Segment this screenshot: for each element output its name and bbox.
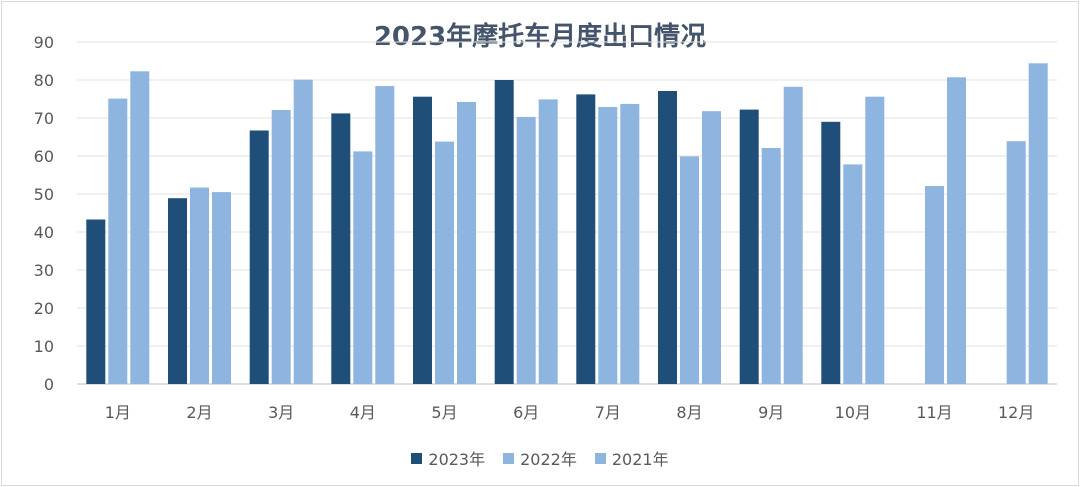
x-tick-label: 5月 bbox=[431, 403, 457, 422]
x-tick-label: 10月 bbox=[835, 403, 871, 422]
legend: 2023年 2022年 2021年 bbox=[0, 446, 1080, 470]
bar-2023年-5月 bbox=[413, 96, 432, 384]
legend-swatch bbox=[594, 452, 606, 464]
bar-2022年-9月 bbox=[761, 148, 781, 384]
bar-2022年-3月 bbox=[271, 110, 291, 384]
bar-2023年-8月 bbox=[658, 91, 677, 384]
x-axis-ticks: 1月 2月 3月 4月 5月 6月 7月 8月 9月 10月 11月 12月 bbox=[105, 403, 1035, 422]
y-tick-label: 60 bbox=[34, 147, 54, 166]
y-tick-label: 0 bbox=[44, 375, 54, 394]
y-tick-label: 80 bbox=[34, 71, 54, 90]
bar-2022年-5月 bbox=[435, 141, 454, 384]
x-tick-label: 2月 bbox=[186, 403, 212, 422]
bar-2021年-10月 bbox=[865, 96, 885, 384]
bar-2022年-4月 bbox=[353, 151, 373, 384]
bar-2021年-3月 bbox=[293, 79, 313, 384]
bar-2021年-12月 bbox=[1028, 63, 1048, 385]
gridlines bbox=[77, 41, 1057, 385]
x-tick-label: 7月 bbox=[595, 403, 621, 422]
legend-label: 2023年 bbox=[428, 450, 486, 469]
y-tick-label: 20 bbox=[34, 299, 54, 318]
legend-swatch bbox=[411, 452, 423, 464]
bar-2022年-10月 bbox=[843, 164, 863, 384]
bar-2022年-1月 bbox=[108, 98, 128, 384]
x-tick-label: 4月 bbox=[350, 403, 376, 422]
x-tick-label: 1月 bbox=[105, 403, 131, 422]
bar-2021年-8月 bbox=[702, 111, 721, 384]
bar-2021年-5月 bbox=[457, 102, 476, 384]
bar-2023年-1月 bbox=[86, 219, 106, 384]
bar-2023年-7月 bbox=[576, 94, 596, 385]
legend-label: 2022年 bbox=[520, 450, 577, 469]
legend-swatch bbox=[503, 452, 515, 464]
bar-2022年-2月 bbox=[190, 187, 209, 384]
y-tick-label: 30 bbox=[34, 261, 54, 280]
chart-title: 2023年摩托车月度出口情况 bbox=[373, 22, 707, 52]
x-tick-label: 12月 bbox=[998, 403, 1034, 422]
x-tick-label: 8月 bbox=[676, 403, 702, 422]
y-tick-label: 50 bbox=[34, 185, 54, 204]
bar-2021年-1月 bbox=[130, 71, 150, 385]
bar-2021年-6月 bbox=[538, 99, 558, 385]
y-axis-ticks: 0 10 20 30 40 50 60 70 80 90 bbox=[34, 33, 54, 394]
bar-2021年-9月 bbox=[783, 86, 803, 385]
x-tick-label: 9月 bbox=[758, 403, 784, 422]
y-tick-label: 10 bbox=[34, 337, 54, 356]
bar-2021年-4月 bbox=[375, 86, 395, 384]
bar-2023年-6月 bbox=[494, 80, 514, 384]
legend-item: 2022年 bbox=[503, 446, 577, 470]
bar-2021年-7月 bbox=[620, 103, 640, 385]
bar-2023年-9月 bbox=[739, 109, 759, 384]
y-tick-label: 90 bbox=[34, 33, 54, 52]
bar-2022年-7月 bbox=[598, 107, 618, 384]
bar-2022年-12月 bbox=[1006, 141, 1026, 384]
bars bbox=[86, 63, 1048, 385]
x-tick-label: 6月 bbox=[513, 403, 539, 422]
legend-item: 2021年 bbox=[594, 446, 669, 470]
legend-label: 2021年 bbox=[611, 450, 669, 469]
bar-2023年-4月 bbox=[331, 113, 351, 385]
x-tick-label: 3月 bbox=[268, 403, 294, 422]
legend-item: 2023年 bbox=[411, 446, 485, 470]
bar-2023年-2月 bbox=[168, 198, 187, 384]
bar-2023年-3月 bbox=[249, 130, 269, 384]
bar-2022年-8月 bbox=[680, 156, 699, 384]
bar-2023年-10月 bbox=[821, 121, 841, 385]
y-tick-label: 40 bbox=[34, 223, 54, 242]
bar-2021年-11月 bbox=[947, 77, 966, 385]
bar-2022年-11月 bbox=[925, 186, 944, 384]
x-tick-label: 11月 bbox=[916, 403, 952, 422]
y-tick-label: 70 bbox=[34, 109, 54, 128]
bar-2021年-2月 bbox=[212, 192, 231, 384]
bar-2022年-6月 bbox=[516, 116, 536, 385]
